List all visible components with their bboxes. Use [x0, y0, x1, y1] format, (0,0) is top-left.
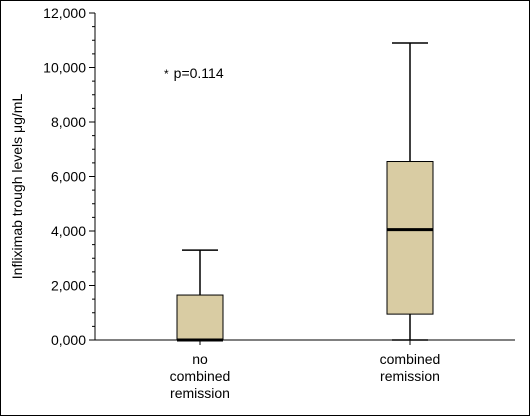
y-tick-label: 12,000	[43, 5, 86, 21]
y-tick-label: 4,000	[51, 223, 86, 239]
y-tick-label: 10,000	[43, 60, 86, 76]
box-2	[386, 42, 434, 341]
p-value-annotation: * p=0.114	[164, 65, 224, 81]
iqr-box	[176, 294, 224, 341]
y-tick-label: 0,000	[51, 332, 86, 348]
y-tick-label: 6,000	[51, 169, 86, 185]
box-1	[176, 249, 224, 342]
y-tick-label: 2,000	[51, 278, 86, 294]
axes	[89, 12, 515, 345]
iqr-box	[386, 161, 434, 315]
category-label-line: combined	[170, 368, 231, 384]
boxes	[176, 42, 434, 342]
category-label-line: remission	[170, 385, 230, 401]
p-value-text: p=0.114	[174, 65, 224, 81]
category-label-line: combined	[380, 351, 441, 367]
category-label: no combined remission	[170, 351, 231, 401]
y-axis-title: Infliximab trough levels μg/mL	[9, 94, 25, 280]
category-label-line: remission	[380, 368, 440, 384]
labels: 0,000 2,000 4,000 6,000 8,000 10,000 12,000 Inf…	[9, 5, 440, 401]
asterisk-marker: *	[164, 67, 169, 81]
category-label: combined remission	[380, 351, 441, 384]
y-tick-label: 8,000	[51, 114, 86, 130]
category-label-line: no	[192, 351, 208, 367]
